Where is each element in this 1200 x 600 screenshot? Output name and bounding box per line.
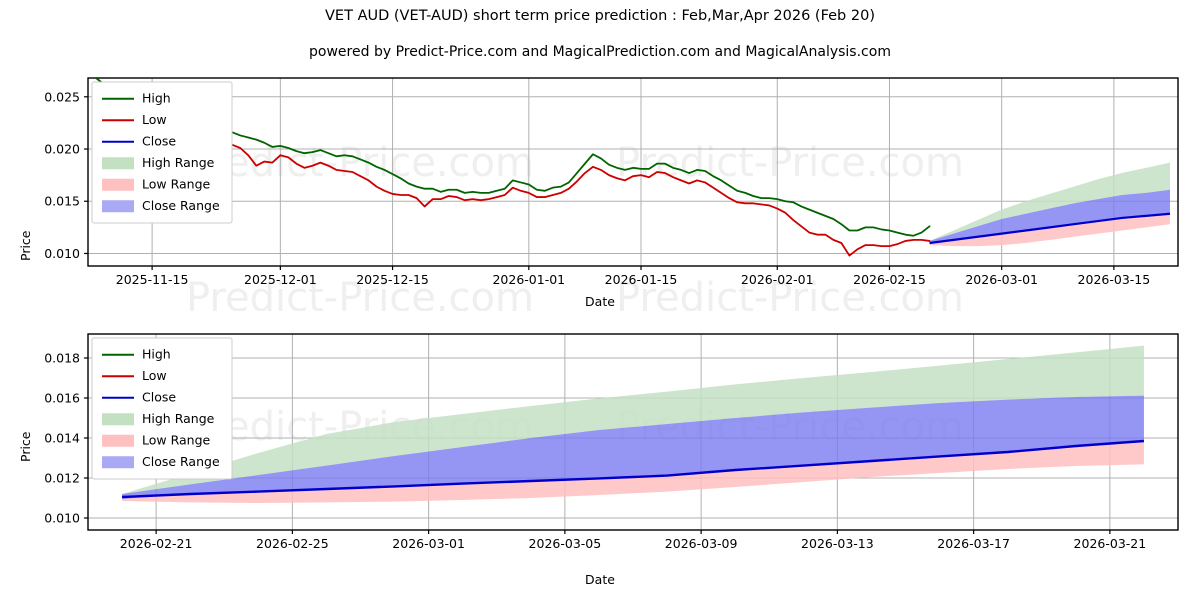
legend-band-swatch <box>102 456 134 469</box>
x-tick-label: 2026-03-01 <box>392 536 465 551</box>
y-tick-label: 0.016 <box>44 391 80 406</box>
watermark-text: Predict-Price.com <box>186 140 534 186</box>
y-tick-label: 0.010 <box>44 246 80 261</box>
y-tick-label: 0.014 <box>44 431 80 446</box>
low-line <box>95 93 931 257</box>
high-line <box>95 78 931 237</box>
watermark-text: Predict-Price.com <box>616 140 964 186</box>
top-chart-y-axis-label: Price <box>18 230 33 262</box>
x-tick-label: 2026-03-15 <box>1078 272 1151 287</box>
y-tick-label: 0.012 <box>44 471 80 486</box>
legend-item[interactable]: High Range <box>102 411 215 426</box>
legend-item-label: Low <box>142 112 167 127</box>
bottom-chart-svg: Predict-Price.comPredict-Price.com0.0100… <box>44 333 1179 551</box>
high-range-band <box>122 345 1144 494</box>
watermark-text: Predict-Price.com <box>186 275 534 311</box>
legend-item[interactable]: High Range <box>102 155 215 170</box>
legend-item[interactable]: Close Range <box>102 198 220 213</box>
x-tick-label: 2026-01-15 <box>605 272 678 287</box>
x-tick-label: 2026-02-15 <box>853 272 926 287</box>
legend-item-label: Close <box>142 389 176 404</box>
legend-item[interactable]: Close <box>102 389 176 404</box>
y-tick-label: 0.015 <box>44 194 80 209</box>
legend-item[interactable]: Low Range <box>102 432 211 447</box>
legend-band-swatch <box>102 413 134 426</box>
x-tick-label: 2025-11-15 <box>116 272 189 287</box>
legend-band-swatch <box>102 178 134 191</box>
high-range-band <box>929 162 1170 241</box>
legend-item-label: High <box>142 90 171 105</box>
x-tick-label: 2026-02-25 <box>256 536 329 551</box>
page-title: VET AUD (VET-AUD) short term price predi… <box>325 8 875 24</box>
close-line <box>929 212 1171 245</box>
legend-item-label: High <box>142 346 171 361</box>
x-tick-label: 2026-02-21 <box>120 536 193 551</box>
x-tick-label: 2026-03-09 <box>665 536 738 551</box>
close-range-band <box>122 395 1144 499</box>
x-tick-label: 2025-12-01 <box>244 272 317 287</box>
y-tick-label: 0.018 <box>44 351 80 366</box>
bottom-chart-x-axis-label: Date <box>585 572 615 587</box>
legend-item-label: Close Range <box>142 198 220 213</box>
close-range-band <box>929 189 1170 244</box>
legend-item-label: Low Range <box>142 432 211 447</box>
x-tick-label: 2026-03-01 <box>965 272 1038 287</box>
legend-item-label: Close Range <box>142 454 220 469</box>
close-line <box>122 439 1145 499</box>
bottom-chart-panel: Price Predict-Price.comPredict-Price.com… <box>0 322 1200 600</box>
legend-band-swatch <box>102 200 134 213</box>
legend-band-swatch <box>102 157 134 170</box>
top-chart-x-axis-label: Date <box>585 294 615 309</box>
x-tick-label: 2026-03-05 <box>529 536 602 551</box>
y-tick-label: 0.020 <box>44 142 80 157</box>
legend-item[interactable]: Low <box>102 112 167 127</box>
legend-item-label: Low Range <box>142 176 211 191</box>
watermark-text: Predict-Price.com <box>616 275 964 311</box>
top-chart-svg: Predict-Price.com Predict-Price.com Predic… <box>44 77 1179 311</box>
legend-item[interactable]: High <box>102 90 171 105</box>
legend-item-label: High Range <box>142 155 215 170</box>
x-tick-label: 2026-03-13 <box>801 536 874 551</box>
legend-item[interactable]: High <box>102 346 171 361</box>
legend-item[interactable]: Close <box>102 133 176 148</box>
low-range-band <box>929 213 1170 247</box>
x-tick-label: 2026-03-17 <box>937 536 1010 551</box>
legend-item[interactable]: Low <box>102 368 167 383</box>
legend-item-label: Low <box>142 368 167 383</box>
x-tick-label: 2026-02-01 <box>741 272 814 287</box>
y-tick-label: 0.010 <box>44 511 80 526</box>
bottom-chart-y-axis-label: Price <box>18 431 33 463</box>
x-tick-label: 2025-12-15 <box>356 272 429 287</box>
x-tick-label: 2026-03-21 <box>1074 536 1147 551</box>
legend-item[interactable]: Low Range <box>102 176 211 191</box>
page-subtitle: powered by Predict-Price.com and Magical… <box>309 44 891 60</box>
x-tick-label: 2026-01-01 <box>492 272 565 287</box>
legend-item-label: High Range <box>142 411 215 426</box>
top-chart-panel: Price Predict-Price.com Predict-Price.com… <box>0 66 1200 311</box>
legend-item-label: Close <box>142 133 176 148</box>
legend-band-swatch <box>102 434 134 447</box>
y-tick-label: 0.025 <box>44 89 80 104</box>
legend-item[interactable]: Close Range <box>102 454 220 469</box>
